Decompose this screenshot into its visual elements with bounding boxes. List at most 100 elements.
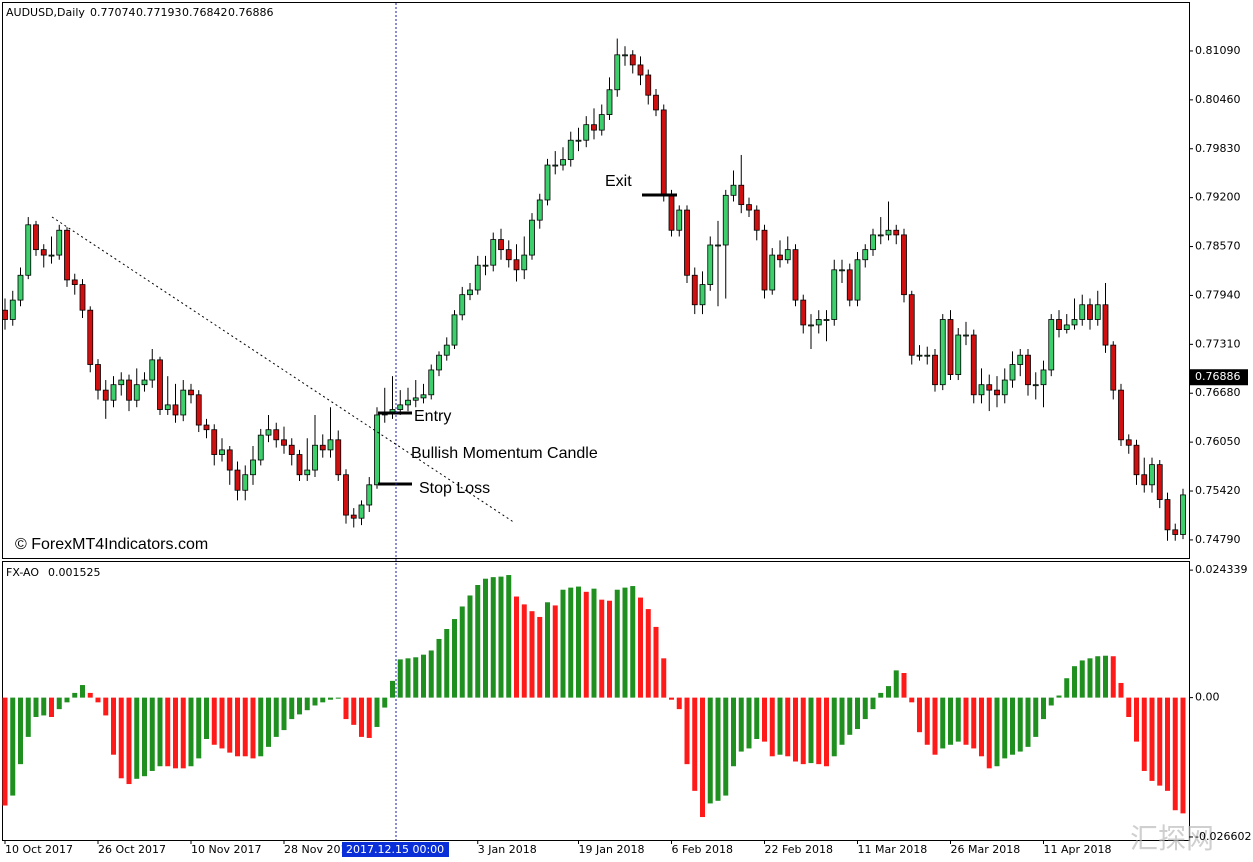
ao-bar [64, 697, 70, 703]
candle-body [126, 379, 132, 401]
ao-bar [1072, 666, 1077, 698]
quote: 0.77193 [136, 6, 182, 19]
candle-body [746, 204, 752, 211]
ao-bar [545, 602, 550, 698]
plot-layer [2, 38, 1186, 818]
ao-bar [1033, 697, 1039, 737]
candle-body [513, 259, 520, 271]
ao-bar [390, 680, 395, 698]
ao-bar [638, 597, 643, 698]
y-tick-label: 0.80460 [1195, 93, 1241, 106]
candle-body [467, 289, 473, 296]
candle-body [397, 404, 404, 410]
candle-body [815, 319, 822, 326]
candle-body [1025, 354, 1031, 386]
ao-bar [1025, 697, 1031, 747]
candle-body [172, 404, 179, 416]
candle-body [622, 54, 628, 57]
candle-body [994, 389, 1000, 396]
candle-body [862, 249, 869, 261]
ao-bar [645, 609, 651, 698]
ao-bar [1141, 697, 1147, 771]
candle-body [885, 229, 892, 236]
candle-body [1048, 319, 1055, 371]
y-tick-label: 0.024339 [1195, 563, 1248, 576]
y-tick-label: 0.74790 [1195, 533, 1241, 546]
candle-body [358, 504, 365, 519]
ao-bar [676, 697, 682, 710]
candle-body [1071, 319, 1078, 326]
candle-body [653, 94, 659, 111]
ao-bar [669, 697, 674, 700]
candle-body [40, 249, 47, 256]
ao-bar [366, 697, 372, 738]
candle-body [1063, 324, 1070, 330]
candle-body [1164, 499, 1171, 531]
ao-bar [1064, 678, 1070, 698]
ao-bar [940, 697, 946, 749]
candle-body [1180, 494, 1186, 535]
ao-bar [335, 697, 341, 699]
candle-body [777, 254, 783, 261]
candle-body [761, 229, 768, 291]
ao-bar [320, 697, 326, 703]
annotation: Bullish Momentum Candle [411, 445, 598, 462]
x-tick-label: 6 Feb 2018 [672, 843, 733, 856]
candle-body [800, 299, 807, 326]
ao-bar [103, 697, 109, 716]
ao-bar [118, 697, 124, 779]
y-tick-label: 0.00 [1195, 691, 1220, 704]
ao-bar [25, 697, 31, 737]
crosshair-label: 2017.12.15 00:00 [346, 843, 444, 856]
ao-bar [591, 588, 597, 698]
candle-body [1125, 439, 1132, 446]
candle-body [676, 209, 683, 231]
candle-body [893, 229, 900, 236]
ao-bar [359, 697, 364, 737]
ao-bar [498, 576, 504, 698]
ao-bar [568, 587, 574, 698]
ao-bar [909, 697, 915, 703]
candle-body [180, 389, 187, 416]
ao-bar [1172, 697, 1178, 811]
candle-body [56, 229, 63, 256]
candle-body [102, 389, 109, 401]
ao-bar [963, 697, 969, 745]
ao-bar [560, 589, 566, 698]
ao-bar [855, 697, 860, 730]
y-tick-label: 0.81090 [1195, 44, 1241, 57]
ao-bar [56, 697, 62, 710]
ao-bar [227, 697, 233, 753]
ao-bar [173, 697, 178, 769]
candle-body [691, 274, 698, 306]
candle-body [1056, 319, 1062, 330]
candle-body [684, 209, 690, 276]
candle-body [730, 184, 737, 196]
candle-body [141, 379, 148, 386]
candle-body [598, 114, 605, 131]
candle-body [17, 274, 24, 301]
candle-body [808, 324, 814, 327]
candle-body [947, 319, 954, 376]
ao-bar [839, 697, 845, 745]
ao-bar [2, 697, 8, 806]
candle-body [33, 224, 39, 251]
candle-body [1102, 304, 1109, 346]
candle-body [490, 239, 497, 266]
ao-bar [1056, 695, 1062, 698]
ao-bar [1149, 697, 1155, 781]
ao-bar [142, 697, 147, 777]
ao-bar [793, 697, 798, 762]
ao-bar [800, 697, 806, 765]
ao-bar [343, 697, 349, 720]
candle-body [211, 429, 218, 455]
ao-bar [506, 575, 512, 698]
candle-body [1079, 304, 1086, 320]
ao-bar [273, 697, 279, 737]
x-axis: 10 Oct 2017 26 Oct 2017 10 Nov 2017 28 Nov … [4, 840, 1112, 856]
ao-bar [304, 697, 310, 711]
candle-body [374, 414, 380, 486]
candle-body [265, 429, 272, 436]
ao-bar [1103, 655, 1108, 698]
